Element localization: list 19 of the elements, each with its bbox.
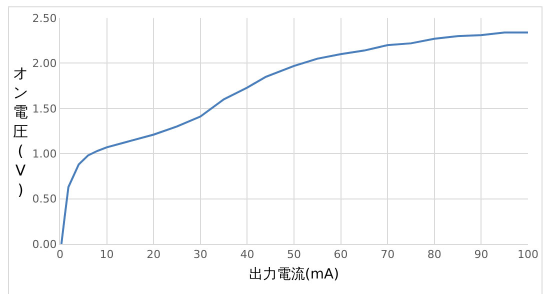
x-tick-label: 10	[100, 248, 114, 262]
y-tick-label: 0.50	[32, 192, 57, 206]
y-tick-label: 2.00	[32, 57, 57, 70]
x-tick-label: 40	[240, 248, 254, 262]
y-axis-title: オン電圧(V)	[13, 64, 28, 199]
y-tick-label: 1.00	[32, 147, 57, 160]
x-tick-label: 90	[474, 248, 488, 262]
x-axis-title: 出力電流(mA)	[248, 266, 340, 282]
x-tick-label: 100	[518, 248, 538, 262]
y-tick-label: 2.50	[32, 12, 57, 25]
x-tick-label: 30	[193, 248, 208, 262]
y-tick-label: 1.50	[32, 102, 57, 116]
x-tick-label: 60	[334, 248, 348, 262]
x-tick-label: 0	[56, 248, 64, 262]
y-tick-label: 0.00	[32, 238, 57, 251]
x-tick-label: 20	[146, 248, 161, 262]
x-tick-label: 50	[287, 248, 301, 262]
x-tick-label: 70	[380, 248, 395, 262]
x-tick-label: 80	[427, 248, 442, 262]
